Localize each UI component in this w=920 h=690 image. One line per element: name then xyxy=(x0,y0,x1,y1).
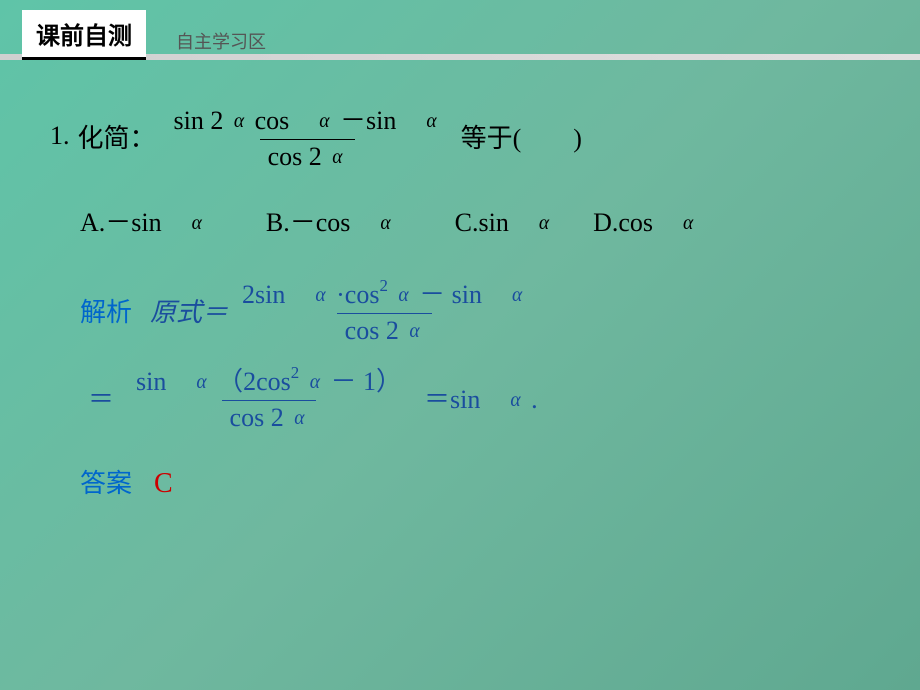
solution-fraction-2: sin α （2cos2 α － 1） cos 2 α xyxy=(128,361,410,433)
solution-step2: ＝ sin α （2cos2 α － 1） cos 2 α ＝sin α . xyxy=(80,361,880,433)
equals-result: ＝sin α . xyxy=(424,379,538,416)
solution-step1: 解析 原式＝ 2sin α ·cos2 α － sin α cos 2 α xyxy=(80,274,880,346)
question-suffix: 等于( ) xyxy=(461,118,582,155)
answer-label: 答案 xyxy=(80,463,132,500)
solution-label: 解析 xyxy=(80,292,132,329)
options-row: A.－sin α B.－cos α C.sin α D.cos α xyxy=(80,202,880,239)
fraction-denominator: cos 2 α xyxy=(260,139,355,172)
solution-prefix: 原式＝ xyxy=(150,292,228,329)
option-d: D.cos α xyxy=(593,202,697,239)
option-b: B.－cos α xyxy=(266,202,395,239)
sol1-denominator: cos 2 α xyxy=(337,313,432,346)
sol2-denominator: cos 2 α xyxy=(222,400,317,433)
answer-row: 答案 C xyxy=(80,463,880,500)
answer-value: C xyxy=(154,468,173,500)
option-a: A.－sin α xyxy=(80,202,206,239)
option-c: C.sin α xyxy=(455,202,553,239)
question-label: 化简： xyxy=(78,118,156,155)
question-fraction: sin 2 α cos α －sin α cos 2 α xyxy=(166,100,449,172)
header-subtitle: 自主学习区 xyxy=(146,24,291,58)
header-main-title: 课前自测 xyxy=(22,10,146,60)
sol1-numerator: 2sin α ·cos2 α － sin α xyxy=(234,274,534,313)
solution-fraction-1: 2sin α ·cos2 α － sin α cos 2 α xyxy=(234,274,534,346)
question-number: 1. xyxy=(50,121,70,151)
header-bar: 课前自测 自主学习区 xyxy=(0,0,920,60)
content-area: 1. 化简： sin 2 α cos α －sin α cos 2 α 等于( … xyxy=(0,60,920,500)
equals-sign-1: ＝ xyxy=(88,379,114,416)
question-row: 1. 化简： sin 2 α cos α －sin α cos 2 α 等于( … xyxy=(50,100,880,172)
sol2-numerator: sin α （2cos2 α － 1） xyxy=(128,361,410,400)
fraction-numerator: sin 2 α cos α －sin α xyxy=(166,100,449,139)
